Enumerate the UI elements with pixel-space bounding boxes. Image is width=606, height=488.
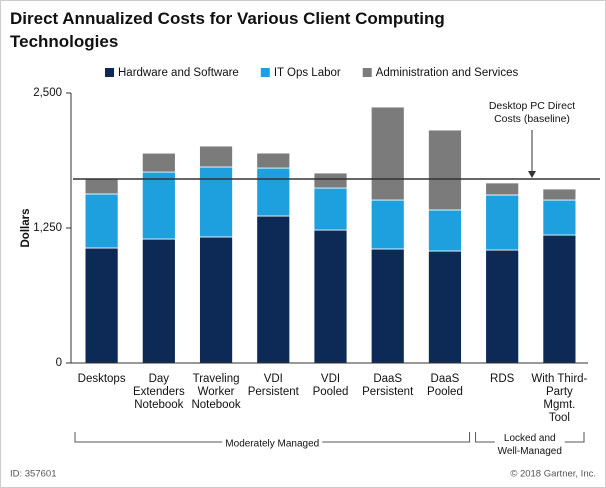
bar-segment <box>370 106 405 201</box>
legend-swatch <box>105 68 114 77</box>
y-tick-label: 1,250 <box>33 222 62 234</box>
bar-segment <box>313 187 348 231</box>
x-tick-label: Day Extenders Notebook <box>133 373 185 411</box>
x-tick-label: VDI Persistent <box>248 373 300 398</box>
x-tick-label: RDS <box>490 373 515 385</box>
bar-segment <box>370 199 405 250</box>
y-tick-label: 2,500 <box>33 87 62 99</box>
x-tick-label: DaaS Persistent <box>362 373 414 398</box>
y-tick-label: 0 <box>56 357 62 369</box>
x-tick-label: DaaS Pooled <box>427 373 463 398</box>
bar-segment <box>542 188 577 201</box>
footer-left: ID: 357601 <box>10 469 56 480</box>
reference-label: Desktop PC Direct Costs (baseline) <box>489 100 575 125</box>
group-label: Locked and Well-Managed <box>498 433 562 457</box>
group-label: Moderately Managed <box>225 439 319 450</box>
bar-segment <box>485 249 520 364</box>
bar-segment <box>256 167 291 217</box>
legend-label: IT Ops Labor <box>274 67 341 79</box>
bar-segment <box>542 234 577 364</box>
legend-label: Hardware and Software <box>118 67 239 79</box>
bar-segment <box>428 209 462 252</box>
footer-right: © 2018 Gartner, Inc. <box>510 469 596 480</box>
bar-segment <box>141 171 176 240</box>
bar-segment <box>199 145 233 168</box>
reference-arrowhead <box>528 170 536 178</box>
bar-segment <box>199 236 233 364</box>
x-tick-label: Traveling Worker Notebook <box>191 373 240 411</box>
group-label-bg <box>222 437 323 451</box>
bar-segment <box>542 199 577 236</box>
x-tick-label: Desktops <box>78 373 126 385</box>
bar-segment <box>199 166 233 238</box>
bar-segment <box>313 229 348 364</box>
bar-segment <box>84 247 119 364</box>
bar-segment <box>141 152 176 173</box>
bar-segment <box>428 129 462 211</box>
group-label-bg <box>494 432 565 460</box>
y-axis-title: Dollars <box>20 209 32 248</box>
x-tick-label: With Third-Party Mgmt. Tool <box>531 373 587 424</box>
bar-segment <box>256 152 291 169</box>
bar-segment <box>256 215 291 364</box>
x-tick-label: VDI Pooled <box>313 373 349 398</box>
bar-segment <box>84 178 119 195</box>
legend-swatch <box>260 68 270 77</box>
bar-segment <box>428 250 462 364</box>
bar-segment <box>313 172 348 189</box>
bar-segment <box>370 248 405 364</box>
bar-segment <box>84 193 119 249</box>
bar-segment <box>485 194 520 251</box>
bar-segment <box>485 182 520 196</box>
legend-label: Administration and Services <box>376 67 519 79</box>
legend-swatch <box>362 68 372 77</box>
bar-segment <box>141 238 176 364</box>
chart-title: Direct Annualized Costs for Various Clie… <box>10 9 445 51</box>
